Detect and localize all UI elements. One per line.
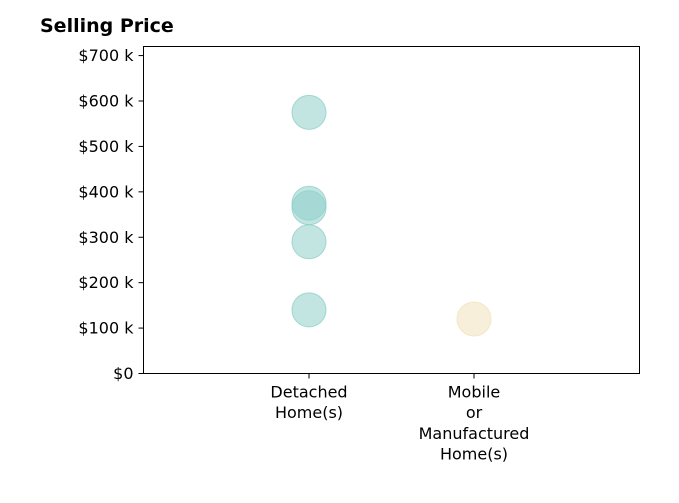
x-category-label-line: Detached <box>270 383 347 402</box>
data-point <box>291 292 327 328</box>
x-category-label-line: Home(s) <box>440 445 508 464</box>
x-category-label-line: or <box>466 403 483 422</box>
y-axis: $0 $100 k $200 k $300 k $400 k $500 k $600 k $7… <box>78 46 144 383</box>
y-tick-label: $200 k <box>78 273 134 292</box>
x-category-label: Detached Home(s) <box>270 383 347 423</box>
y-tick-label: $400 k <box>78 182 134 201</box>
y-tick-label: $0 <box>113 364 133 383</box>
x-category-label-line: Home(s) <box>275 403 343 422</box>
y-tick-label: $600 k <box>78 92 134 111</box>
y-tick-label: $300 k <box>78 228 134 247</box>
data-point <box>456 301 492 337</box>
x-category-label-line: Mobile <box>448 383 500 402</box>
y-tick-label: $100 k <box>78 319 134 338</box>
data-point <box>291 190 327 226</box>
x-category-label: Mobile or Manufactured Home(s) <box>419 383 530 464</box>
data-point <box>291 224 327 260</box>
chart-title: Selling Price <box>40 15 174 37</box>
x-category-label-line: Manufactured <box>419 424 530 443</box>
data-point <box>291 94 327 130</box>
data-points <box>291 94 492 337</box>
x-axis: Detached Home(s)Mobile or Manufactured Home(… <box>270 373 530 464</box>
y-tick-label: $500 k <box>78 137 134 156</box>
plot-area-frame <box>143 46 640 374</box>
y-tick-label: $700 k <box>78 46 134 65</box>
